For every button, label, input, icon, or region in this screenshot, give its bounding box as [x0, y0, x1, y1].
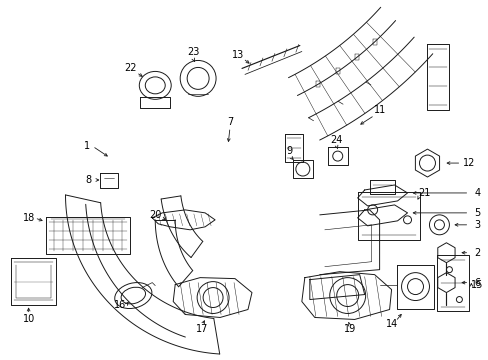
Text: 1: 1: [84, 141, 90, 151]
Text: 9: 9: [286, 146, 292, 156]
Text: 15: 15: [470, 280, 483, 289]
Text: 22: 22: [124, 63, 136, 73]
Text: 12: 12: [462, 158, 474, 168]
Text: 5: 5: [473, 208, 480, 218]
Text: 10: 10: [22, 314, 35, 324]
Text: 11: 11: [373, 105, 385, 115]
Text: 2: 2: [473, 248, 480, 258]
Text: 16: 16: [114, 300, 126, 310]
Text: 17: 17: [196, 324, 208, 334]
Text: 14: 14: [385, 319, 397, 329]
Text: 19: 19: [343, 324, 355, 334]
Text: 21: 21: [417, 188, 430, 198]
Text: 7: 7: [226, 117, 233, 127]
Text: 18: 18: [22, 213, 35, 223]
Text: 3: 3: [473, 220, 479, 230]
Text: 20: 20: [149, 210, 161, 220]
Text: 4: 4: [473, 188, 479, 198]
Text: 13: 13: [231, 50, 244, 60]
Text: 6: 6: [473, 278, 479, 288]
Text: 24: 24: [330, 135, 342, 145]
Text: 23: 23: [186, 48, 199, 58]
Text: 8: 8: [85, 175, 91, 185]
